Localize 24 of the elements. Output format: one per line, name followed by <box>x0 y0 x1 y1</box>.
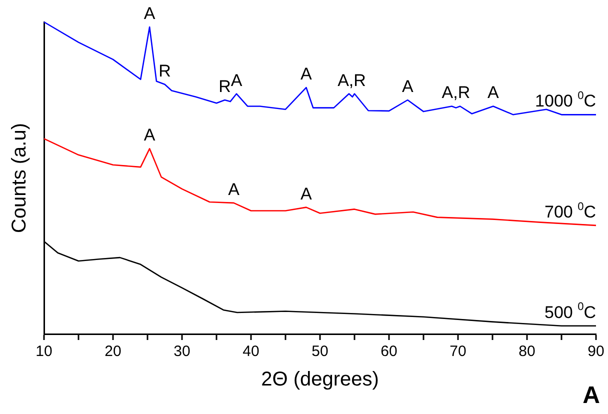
text: A <box>582 382 600 410</box>
annotation: A <box>488 83 500 102</box>
annotation: R <box>158 61 171 80</box>
x-tick-label: 70 <box>450 343 466 360</box>
annotation: A,R <box>338 70 366 90</box>
annotation: A <box>228 180 240 199</box>
x-tick-label: 30 <box>174 343 190 360</box>
y-axis-title: Counts (a.u) <box>8 122 31 234</box>
annotation: R <box>218 77 231 96</box>
annotation: A <box>230 70 243 90</box>
x-tick-label: 40 <box>242 343 260 360</box>
x-tick-label: 60 <box>380 343 398 360</box>
x-tick-label: 20 <box>104 343 122 360</box>
x-tick-label: 50 <box>312 343 328 360</box>
annotation: A <box>144 4 156 23</box>
x-tick-label: 10 <box>36 343 52 360</box>
annotation: A,R <box>442 83 470 102</box>
x-axis-title: 2Θ (degrees) <box>261 368 379 391</box>
x-tick-label: 90 <box>588 343 604 360</box>
annotation: A <box>144 126 156 145</box>
annotation: A <box>300 184 313 204</box>
x-tick-label: 80 <box>518 343 536 360</box>
annotation: A <box>402 77 414 96</box>
annotation: A <box>300 64 313 84</box>
